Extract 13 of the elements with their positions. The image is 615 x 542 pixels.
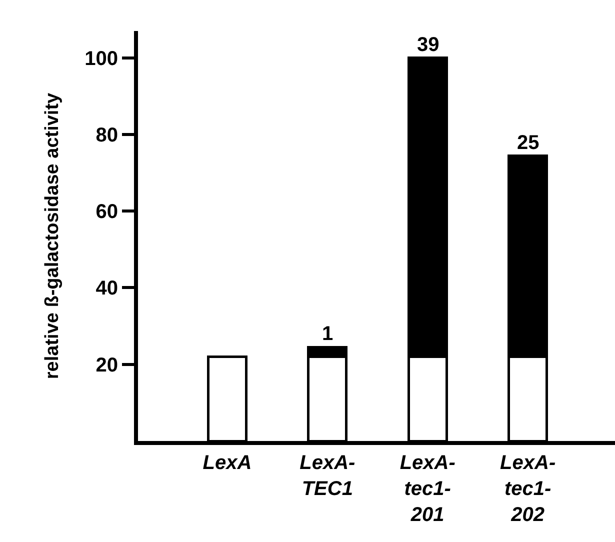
y-tick-label: 60 (96, 201, 118, 224)
x-tick-label: LexA-TEC1 (300, 452, 356, 500)
annotation: 1 (322, 323, 334, 345)
x-tick-label: LexA-tec1-201 (400, 452, 456, 526)
x-tick-label: LexA-tec1-202 (500, 452, 556, 526)
y-tick-label: 40 (96, 278, 118, 300)
y-tick-label: 100 (84, 48, 118, 70)
x-tick-label: LexA (202, 452, 252, 474)
annotation: 39 (417, 34, 440, 56)
y-tick-label: 20 (96, 354, 118, 376)
annotation: 25 (517, 132, 540, 154)
y-tick-label: 80 (96, 124, 118, 146)
y-axis-title: relative ß-galactosidase activity (42, 92, 63, 380)
